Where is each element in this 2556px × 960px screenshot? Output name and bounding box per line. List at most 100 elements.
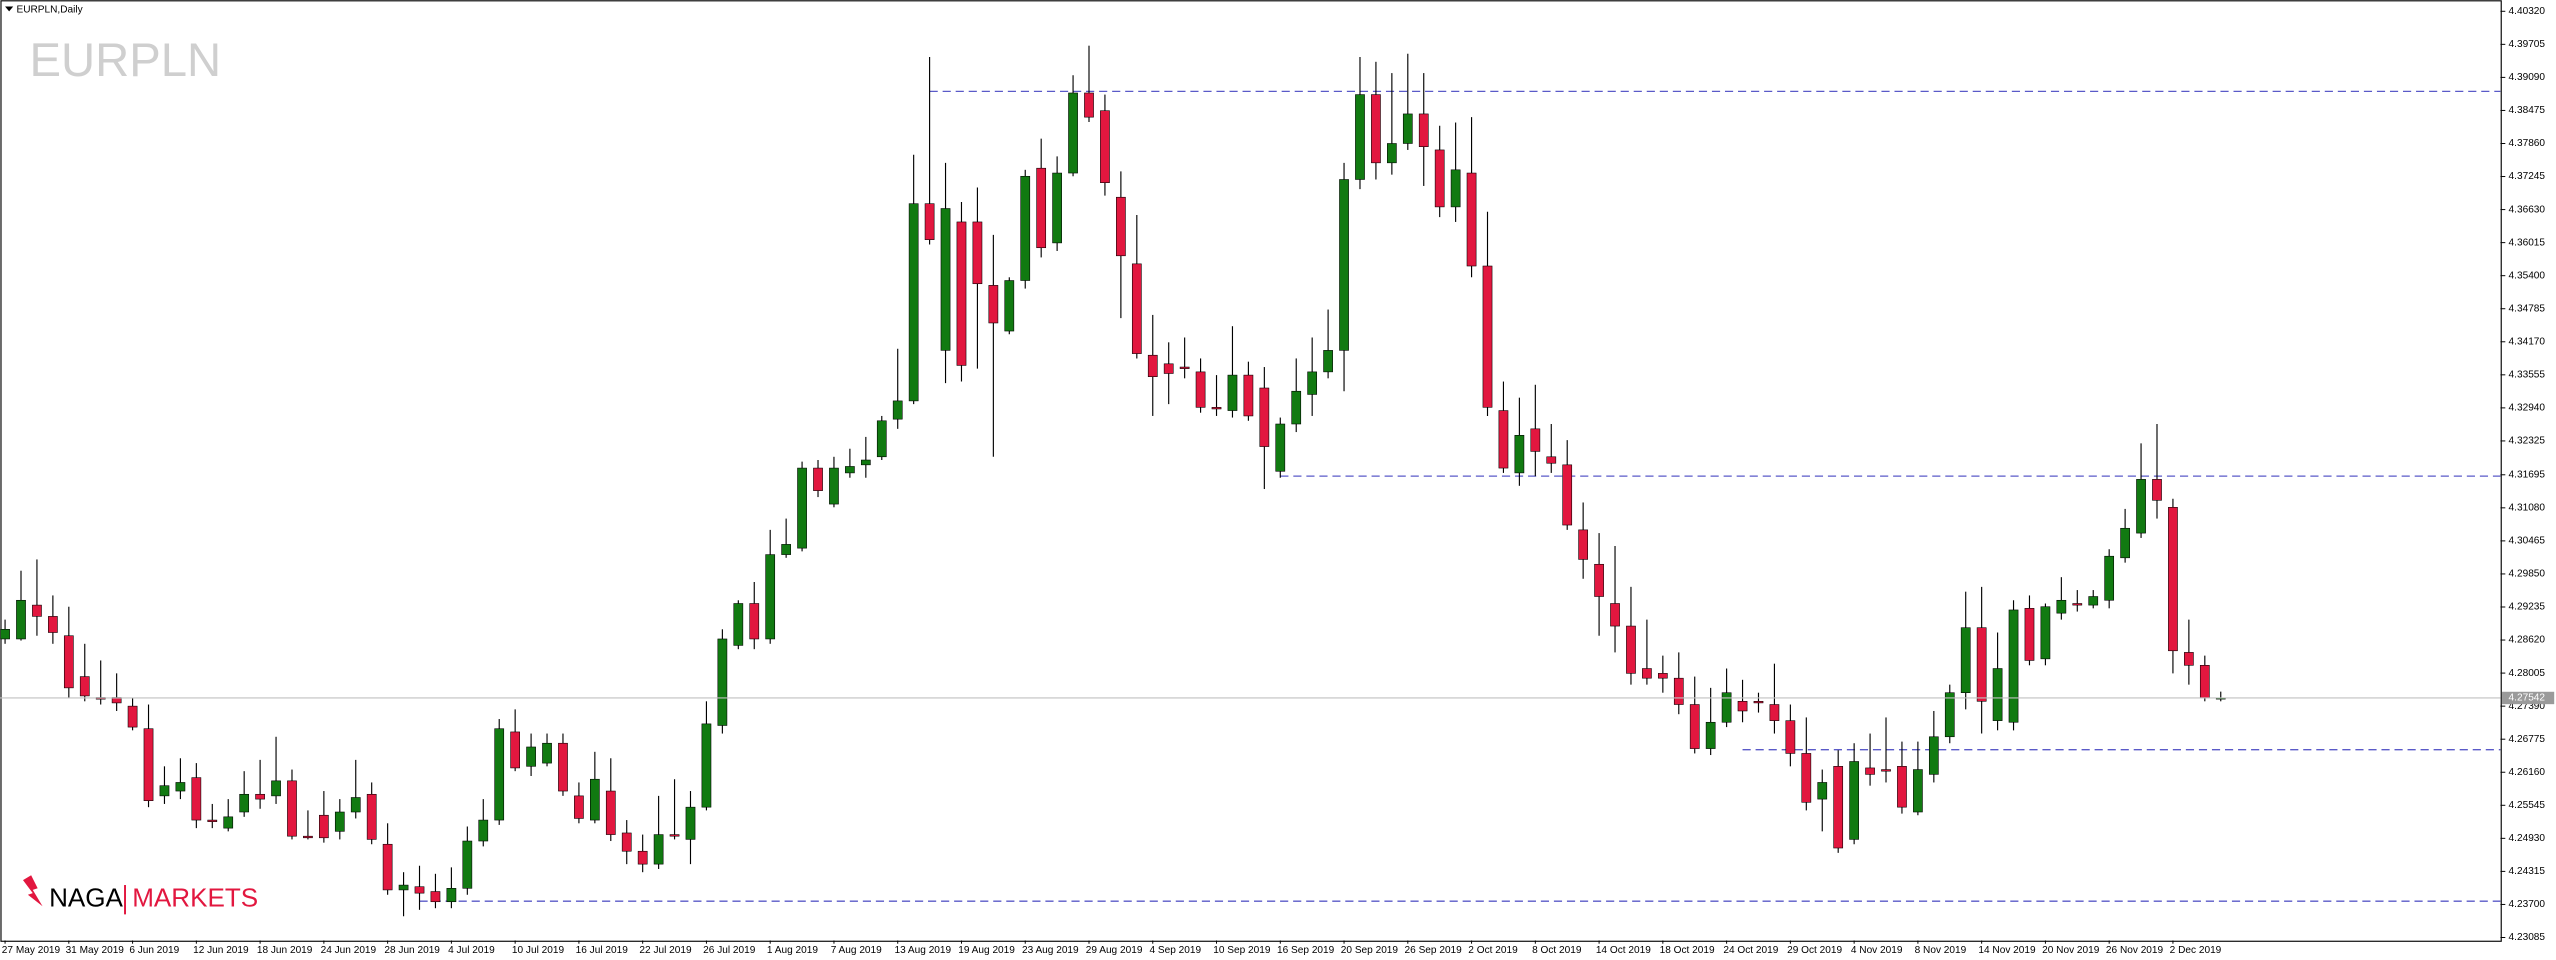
candle-body — [1004, 280, 1015, 332]
x-tick-label: 28 Jun 2019 — [384, 945, 440, 956]
candle-body — [1721, 692, 1732, 723]
candle-body — [1036, 167, 1047, 249]
candle-body — [0, 629, 10, 640]
x-tick-label: 12 Jun 2019 — [193, 945, 249, 956]
candle-body — [1976, 627, 1987, 702]
candle-body — [1514, 435, 1525, 474]
y-tick-label: 4.34785 — [2509, 303, 2546, 314]
last-price-box — [2502, 691, 2555, 705]
candle-body — [2088, 596, 2099, 606]
candle-body — [159, 785, 170, 797]
candle-body — [255, 793, 265, 800]
candle-body — [366, 793, 377, 840]
y-tick-label: 4.31695 — [2509, 469, 2546, 480]
candle-body — [1689, 704, 1700, 749]
x-tick-label: 4 Jul 2019 — [448, 945, 495, 956]
candle-body — [1243, 374, 1254, 417]
x-tick-label: 8 Oct 2019 — [1532, 945, 1582, 956]
candle-body — [1291, 390, 1302, 425]
candle-body — [1785, 720, 1796, 754]
candle-body — [1307, 371, 1318, 395]
x-tick-label: 31 May 2019 — [66, 945, 125, 956]
y-tick-label: 4.36015 — [2509, 237, 2546, 248]
candle-body — [1211, 407, 1222, 410]
x-tick-label: 20 Nov 2019 — [2042, 945, 2100, 956]
candle-body — [542, 742, 552, 764]
y-tick-label: 4.31080 — [2509, 503, 2546, 514]
candle-body — [1195, 371, 1206, 408]
candle-body — [1833, 766, 1844, 849]
candle-body — [1562, 464, 1573, 526]
x-tick-label: 26 Sep 2019 — [1405, 945, 1463, 956]
candle-body — [685, 806, 696, 840]
candle-body — [1131, 263, 1142, 354]
candle-body — [829, 467, 839, 505]
candle-body — [908, 203, 919, 402]
candle-body — [1578, 529, 1588, 560]
y-tick-label: 4.26160 — [2509, 767, 2546, 778]
candle-body — [1450, 169, 1461, 208]
y-tick-label: 4.28005 — [2509, 668, 2546, 679]
candle-body — [1466, 172, 1477, 267]
candle-body — [2056, 599, 2067, 614]
y-tick-label: 4.32325 — [2509, 436, 2546, 447]
candle-body — [717, 638, 728, 726]
x-tick-label: 4 Sep 2019 — [1150, 945, 1202, 956]
candle-body — [526, 746, 536, 767]
y-tick-label: 4.23085 — [2509, 932, 2546, 943]
candle-body — [781, 544, 791, 555]
logo-separator — [124, 885, 126, 915]
candle-body — [2120, 527, 2130, 559]
candle-body — [1371, 94, 1381, 164]
y-tick-label: 4.39090 — [2509, 72, 2546, 83]
x-tick-label: 16 Sep 2019 — [1277, 945, 1335, 956]
menu-arrow[interactable] — [5, 6, 14, 12]
candle-body — [1259, 387, 1270, 447]
candle-body — [494, 728, 505, 821]
candle-body — [590, 778, 600, 821]
candle-body — [1913, 769, 1923, 813]
candle-body — [63, 635, 74, 689]
candle-body — [398, 884, 409, 891]
x-tick-label: 24 Oct 2019 — [1723, 945, 1778, 956]
candle-body — [1355, 94, 1365, 180]
candle-body — [287, 780, 297, 837]
last-price-label: 4.27542 — [2509, 693, 2546, 704]
candle-body — [303, 835, 313, 839]
candle-body — [2024, 608, 2035, 661]
candle-body — [1881, 769, 1891, 772]
candle-body — [1737, 701, 1748, 712]
candle-body — [1992, 668, 2003, 721]
x-tick-label: 23 Aug 2019 — [1022, 945, 1079, 956]
candle-body — [1179, 366, 1190, 369]
candle-body — [127, 705, 138, 728]
x-tick-label: 19 Aug 2019 — [958, 945, 1015, 956]
candle-body — [1849, 761, 1859, 840]
y-tick-label: 4.38475 — [2509, 105, 2546, 116]
x-tick-label: 27 May 2019 — [2, 945, 61, 956]
candle-body — [143, 728, 154, 802]
candle-body — [1673, 677, 1684, 705]
candle-body — [1705, 721, 1716, 749]
y-tick-label: 4.32940 — [2509, 403, 2546, 414]
candle-body — [1163, 363, 1174, 374]
candle-body — [1402, 113, 1413, 144]
candle-body — [860, 459, 871, 466]
x-tick-label: 14 Oct 2019 — [1596, 945, 1651, 956]
candle-body — [1418, 113, 1429, 147]
x-tick-label: 26 Nov 2019 — [2106, 945, 2164, 956]
x-tick-label: 1 Aug 2019 — [767, 945, 818, 956]
candle-body — [2136, 479, 2146, 534]
x-tick-label: 7 Aug 2019 — [831, 945, 882, 956]
candle-body — [1116, 196, 1126, 257]
brand-right: MARKETS — [132, 883, 258, 913]
candle-body — [510, 731, 520, 769]
candle-body — [350, 797, 361, 813]
candle-body — [1753, 701, 1764, 704]
candle-body — [845, 466, 855, 474]
y-tick-label: 4.24315 — [2509, 866, 2546, 877]
x-tick-label: 29 Aug 2019 — [1086, 945, 1143, 956]
y-tick-label: 4.25545 — [2509, 800, 2546, 811]
candle-body — [701, 723, 712, 808]
